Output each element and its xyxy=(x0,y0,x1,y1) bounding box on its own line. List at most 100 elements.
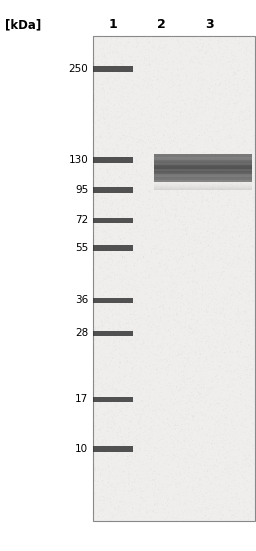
Point xyxy=(110,104,114,112)
Point xyxy=(242,49,246,58)
Point xyxy=(132,198,136,207)
Point xyxy=(187,425,191,434)
Point xyxy=(208,361,212,370)
Point xyxy=(252,508,256,517)
Point xyxy=(219,154,223,163)
Point xyxy=(138,387,142,396)
Point xyxy=(156,485,161,494)
Point xyxy=(129,138,133,147)
Point xyxy=(184,414,188,423)
Point xyxy=(150,144,154,153)
Point xyxy=(215,145,219,154)
Point xyxy=(219,226,223,235)
Point xyxy=(93,188,97,197)
Point xyxy=(214,307,218,316)
Point xyxy=(190,485,195,494)
Point xyxy=(242,456,247,465)
Point xyxy=(94,312,98,321)
Point xyxy=(230,445,234,454)
Point xyxy=(227,220,231,229)
Point xyxy=(114,174,118,183)
Point xyxy=(110,206,114,215)
Point xyxy=(149,249,153,258)
Point xyxy=(146,200,150,209)
Point xyxy=(142,179,146,188)
Point xyxy=(237,52,241,61)
Point xyxy=(140,172,144,181)
Point xyxy=(248,301,252,310)
Point xyxy=(168,413,172,422)
Point xyxy=(159,464,164,473)
Point xyxy=(147,110,151,118)
Point xyxy=(208,479,212,488)
Point xyxy=(174,98,178,107)
Point xyxy=(193,118,197,127)
Point xyxy=(143,71,147,79)
Point xyxy=(112,85,116,94)
Point xyxy=(148,58,152,67)
Point xyxy=(207,36,211,45)
Point xyxy=(122,204,126,213)
Point xyxy=(179,411,183,420)
Point xyxy=(182,44,186,53)
Point xyxy=(102,88,106,97)
Point xyxy=(184,32,188,41)
Point xyxy=(147,186,152,195)
Point xyxy=(199,484,203,493)
Point xyxy=(123,325,127,334)
Point xyxy=(199,228,204,237)
Point xyxy=(119,202,123,210)
Point xyxy=(184,355,188,364)
Point xyxy=(209,353,213,361)
Point xyxy=(164,407,168,416)
Point xyxy=(251,84,255,93)
Point xyxy=(226,106,230,115)
Point xyxy=(220,165,224,174)
Point xyxy=(115,81,119,90)
Point xyxy=(243,175,248,184)
Point xyxy=(184,307,188,316)
Point xyxy=(192,216,196,225)
Point xyxy=(100,129,104,138)
Point xyxy=(161,439,165,447)
Point xyxy=(179,112,183,121)
Point xyxy=(92,444,96,452)
Point xyxy=(211,135,215,144)
Point xyxy=(177,118,182,127)
Point xyxy=(213,115,217,123)
Point xyxy=(181,375,185,383)
Point xyxy=(145,36,149,45)
Point xyxy=(229,228,233,236)
Point xyxy=(124,323,128,332)
Point xyxy=(220,494,224,503)
Point xyxy=(183,343,187,352)
Point xyxy=(244,456,248,465)
Point xyxy=(110,422,114,431)
Point xyxy=(118,128,122,137)
Point xyxy=(230,291,234,300)
Point xyxy=(220,495,225,504)
Point xyxy=(171,360,175,369)
Point xyxy=(239,87,243,95)
Point xyxy=(131,429,135,438)
Point xyxy=(201,311,205,320)
Point xyxy=(176,349,180,358)
Point xyxy=(147,290,151,299)
Point xyxy=(218,66,222,74)
Point xyxy=(232,499,236,508)
Point xyxy=(168,386,172,395)
Point xyxy=(170,341,174,349)
Point xyxy=(187,515,191,523)
Point xyxy=(121,289,125,298)
Point xyxy=(190,197,194,206)
Point xyxy=(142,393,146,402)
Point xyxy=(136,73,140,82)
Point xyxy=(210,474,215,483)
Point xyxy=(159,406,163,415)
Point xyxy=(113,240,117,249)
Point xyxy=(131,435,135,444)
Point xyxy=(120,52,124,61)
Point xyxy=(191,287,196,295)
Point xyxy=(164,174,168,182)
Point xyxy=(169,457,173,466)
